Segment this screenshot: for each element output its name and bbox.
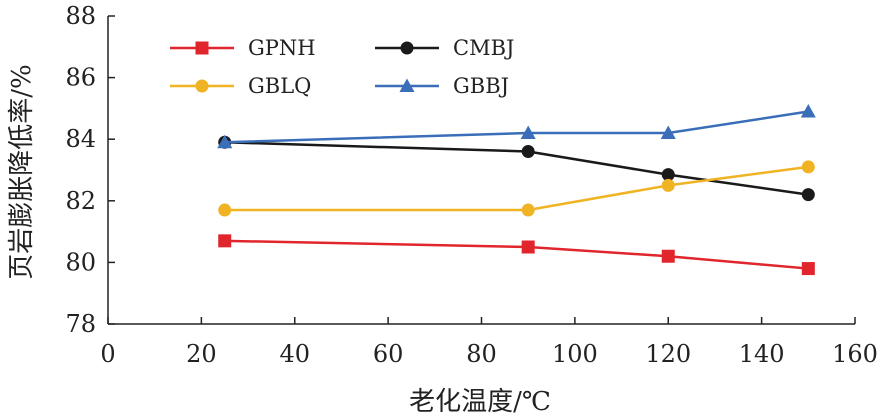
- data-point-cmbj: [801, 188, 815, 202]
- x-tick-label: 0: [100, 340, 115, 368]
- legend-marker: [400, 41, 414, 55]
- axes: [107, 16, 855, 325]
- series-cmbj: [218, 135, 815, 202]
- legend-marker: [195, 41, 209, 55]
- legend-item-cmbj: CMBJ: [375, 36, 514, 60]
- x-tick-label: 140: [739, 340, 785, 368]
- y-tick-label: 88: [65, 2, 96, 30]
- legend-item-gpnh: GPNH: [170, 36, 316, 60]
- y-tick-label: 80: [65, 248, 96, 276]
- data-point-gpnh: [218, 234, 232, 248]
- x-axis-ticks: 0 20 40 60 80 100 120 140 160: [100, 317, 878, 368]
- data-point-gbbj: [520, 125, 536, 140]
- legend-label: CMBJ: [453, 36, 514, 60]
- x-tick-label: 80: [466, 340, 497, 368]
- series-line-cmbj: [224, 141, 809, 196]
- legend: GPNH CMBJ GBLQ GBBJ: [170, 36, 514, 98]
- series-line-gbbj: [224, 110, 809, 144]
- x-tick-label: 60: [373, 340, 404, 368]
- data-point-cmbj: [521, 145, 535, 159]
- legend-label: GPNH: [248, 36, 316, 60]
- x-tick-label: 120: [645, 340, 691, 368]
- y-tick-label: 84: [65, 125, 96, 153]
- data-point-gpnh: [521, 240, 535, 254]
- x-tick-label: 40: [279, 340, 310, 368]
- data-point-gblq: [218, 203, 232, 217]
- series-layer: [217, 103, 816, 276]
- y-tick-label: 82: [65, 187, 96, 215]
- legend-marker: [195, 79, 209, 93]
- data-point-gbbj: [800, 103, 816, 118]
- data-point-gpnh: [801, 262, 815, 276]
- x-tick-label: 160: [832, 340, 878, 368]
- data-point-gbbj: [217, 134, 233, 149]
- legend-item-gbbj: GBBJ: [375, 74, 509, 98]
- data-point-gblq: [521, 203, 535, 217]
- series-gpnh: [218, 234, 815, 276]
- data-point-gpnh: [661, 249, 675, 263]
- x-axis-title: 老化温度/℃: [409, 387, 551, 417]
- series-gbbj: [217, 103, 816, 149]
- x-tick-label: 20: [186, 340, 217, 368]
- legend-item-gblq: GBLQ: [170, 74, 311, 98]
- data-point-cmbj: [661, 168, 675, 182]
- y-tick-label: 78: [65, 310, 96, 338]
- data-point-gblq: [661, 178, 675, 192]
- y-tick-label: 86: [65, 64, 96, 92]
- data-point-gblq: [801, 160, 815, 174]
- series-line-gpnh: [224, 239, 809, 270]
- x-tick-label: 100: [552, 340, 598, 368]
- legend-label: GBLQ: [248, 74, 311, 98]
- legend-label: GBBJ: [453, 74, 509, 98]
- y-axis-ticks: 78 80 82 84 86 88: [65, 2, 115, 338]
- y-axis-title: 页岩膨胀降低率/%: [7, 64, 37, 279]
- legend-marker: [399, 78, 415, 92]
- series-line-gblq: [224, 165, 809, 212]
- data-point-gbbj: [660, 125, 676, 140]
- series-gblq: [218, 160, 815, 217]
